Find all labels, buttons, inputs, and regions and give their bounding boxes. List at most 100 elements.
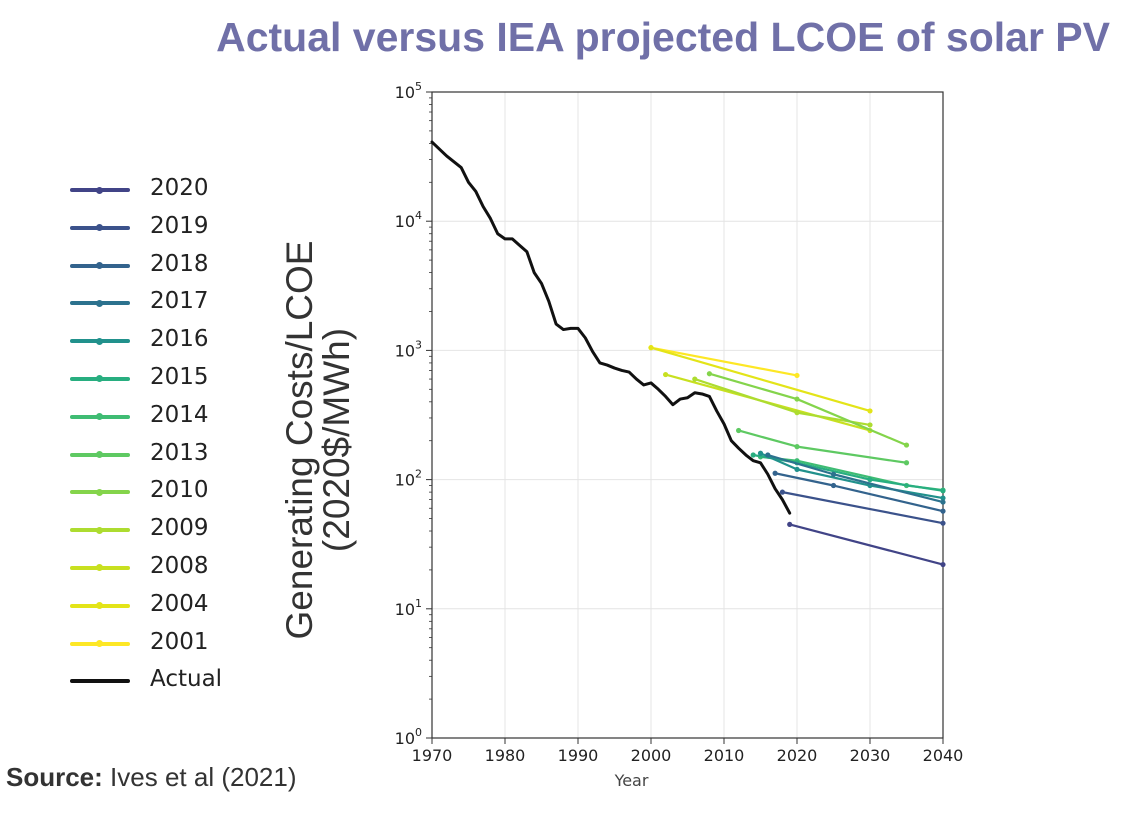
data-point-2020	[787, 521, 793, 528]
x-axis-label: Year	[614, 771, 649, 790]
legend-item-2020: 2020	[70, 172, 270, 210]
legend-item-2013: 2013	[70, 437, 270, 475]
series-line-2018	[773, 472, 945, 513]
chart-title: Actual versus IEA projected LCOE of sola…	[216, 14, 1110, 60]
legend-label: 2009	[150, 515, 209, 542]
legend-label: 2019	[150, 212, 209, 239]
legend-label: 2013	[150, 439, 209, 466]
data-point-2015	[940, 488, 946, 494]
x-tick-label: 2040	[923, 746, 964, 765]
series-line-2019	[781, 491, 945, 525]
legend-marker	[96, 602, 103, 610]
series-2019	[779, 489, 946, 526]
data-point-2015	[750, 452, 756, 458]
data-point-2017	[830, 471, 837, 477]
series-line-actual	[430, 140, 792, 515]
series-line-2004	[649, 346, 872, 413]
source-prefix: Source:	[6, 762, 103, 792]
x-tick-label: 1970	[412, 746, 453, 765]
legend-item-2017: 2017	[70, 285, 270, 323]
legend-label: 2001	[150, 628, 209, 655]
legend-item-2008: 2008	[70, 550, 270, 588]
x-tick-label: 2010	[704, 746, 745, 765]
series-actual	[430, 140, 792, 515]
series-line-2010	[708, 372, 908, 447]
data-point-2001	[794, 372, 800, 379]
legend-marker	[96, 186, 103, 194]
series-2020	[787, 521, 946, 568]
data-point-2020	[940, 561, 946, 568]
series-2018	[772, 470, 946, 514]
legend-marker	[96, 564, 103, 572]
legend-item-2018: 2018	[70, 248, 270, 286]
legend-item-2010: 2010	[70, 474, 270, 512]
data-point-2017	[940, 499, 946, 505]
legend-marker	[96, 413, 103, 421]
y-tick-label: 103	[395, 338, 422, 360]
y-tick-label: 101	[395, 597, 422, 619]
data-point-2010	[706, 371, 713, 377]
legend-item-actual: Actual	[70, 663, 270, 701]
x-tick-label: 2020	[777, 746, 818, 765]
source-text: Ives et al (2021)	[110, 762, 297, 792]
legend-marker	[96, 337, 103, 345]
data-point-2018	[940, 508, 946, 514]
series-line-2020	[788, 523, 945, 566]
data-point-2016	[940, 495, 946, 501]
data-point-2019	[940, 520, 946, 526]
legend-label: 2014	[150, 401, 209, 428]
data-point-2013	[794, 444, 800, 450]
series-2010	[706, 371, 910, 448]
data-point-2009	[867, 422, 873, 428]
data-point-2013	[903, 460, 910, 466]
series-line-2001	[649, 346, 799, 377]
legend-item-2001: 2001	[70, 626, 270, 664]
x-tick-label: 2000	[631, 746, 672, 765]
legend-marker	[96, 640, 103, 648]
legend-item-2016: 2016	[70, 323, 270, 361]
source-note: Source: Ives et al (2021)	[6, 762, 296, 793]
data-point-2009	[692, 376, 698, 382]
x-tick-label: 2030	[850, 746, 891, 765]
data-point-2010	[903, 442, 910, 448]
y-tick-label: 102	[395, 468, 422, 490]
data-point-2016	[757, 450, 764, 456]
legend-marker	[96, 375, 103, 383]
series-2017	[765, 452, 946, 505]
x-tick-label: 1980	[485, 746, 526, 765]
data-point-2013	[736, 427, 742, 434]
legend-marker	[96, 262, 103, 270]
legend-item-2009: 2009	[70, 512, 270, 550]
series-2013	[736, 427, 910, 466]
legend-label: 2020	[150, 175, 209, 201]
legend-label: 2010	[150, 477, 209, 504]
legend-swatch	[70, 679, 130, 684]
legend-marker	[96, 299, 103, 307]
legend-marker	[96, 488, 103, 496]
data-point-2017	[765, 452, 771, 458]
legend-item-2015: 2015	[70, 361, 270, 399]
y-tick-label: 105	[395, 80, 422, 102]
data-point-2018	[830, 482, 837, 489]
y-tick-label: 100	[395, 726, 422, 748]
legend-marker	[96, 526, 103, 534]
legend-item-2019: 2019	[70, 210, 270, 248]
series-2004	[648, 345, 873, 414]
data-point-2008	[663, 371, 669, 378]
x-tick-label: 1990	[558, 746, 599, 765]
data-point-2016	[794, 466, 800, 472]
series-2009	[692, 376, 873, 428]
legend-label: 2017	[150, 288, 209, 315]
legend-marker	[96, 451, 103, 459]
legend-item-2014: 2014	[70, 399, 270, 437]
data-point-2004	[867, 408, 873, 414]
legend-marker	[96, 224, 103, 232]
legend-label: 2015	[150, 363, 209, 390]
legend-label: Actual	[150, 666, 223, 693]
y-tick-label: 104	[395, 209, 422, 231]
data-point-2018	[772, 470, 778, 476]
legend-label: 2016	[150, 326, 209, 353]
legend-item-2004: 2004	[70, 588, 270, 626]
legend-label: 2008	[150, 552, 209, 579]
